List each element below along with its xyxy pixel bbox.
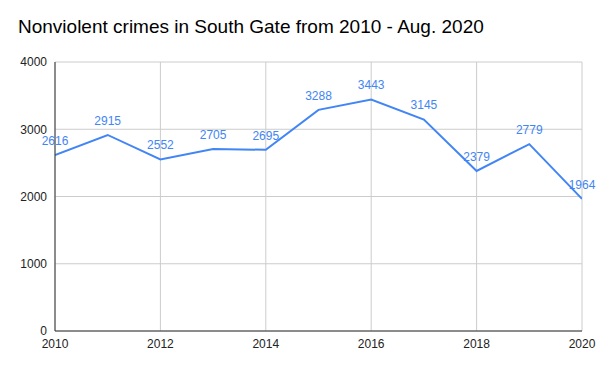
svg-text:4000: 4000 — [20, 55, 47, 69]
svg-text:2379: 2379 — [463, 150, 490, 164]
svg-text:0: 0 — [40, 324, 47, 338]
svg-text:2000: 2000 — [20, 190, 47, 204]
svg-text:3288: 3288 — [305, 89, 332, 103]
svg-text:2020: 2020 — [569, 337, 592, 351]
svg-text:2010: 2010 — [42, 337, 69, 351]
svg-text:3000: 3000 — [20, 122, 47, 137]
svg-text:2018: 2018 — [463, 337, 490, 351]
svg-text:2012: 2012 — [147, 337, 174, 351]
svg-text:1964: 1964 — [569, 178, 592, 192]
svg-text:2014: 2014 — [252, 337, 279, 351]
svg-text:2695: 2695 — [252, 129, 279, 143]
svg-text:2616: 2616 — [42, 134, 69, 148]
svg-text:2016: 2016 — [358, 337, 385, 351]
svg-text:2705: 2705 — [200, 128, 227, 142]
html-text:Nonviolent crimes in South Gat: Nonviolent crimes in South Gate from 201… — [18, 16, 484, 37]
svg-text:3145: 3145 — [411, 98, 438, 112]
svg-text:2779: 2779 — [516, 123, 543, 137]
svg-text:1000: 1000 — [20, 257, 47, 271]
svg-text:3443: 3443 — [358, 78, 385, 92]
svg-text:2915: 2915 — [94, 114, 121, 128]
svg-text:2552: 2552 — [147, 138, 174, 152]
